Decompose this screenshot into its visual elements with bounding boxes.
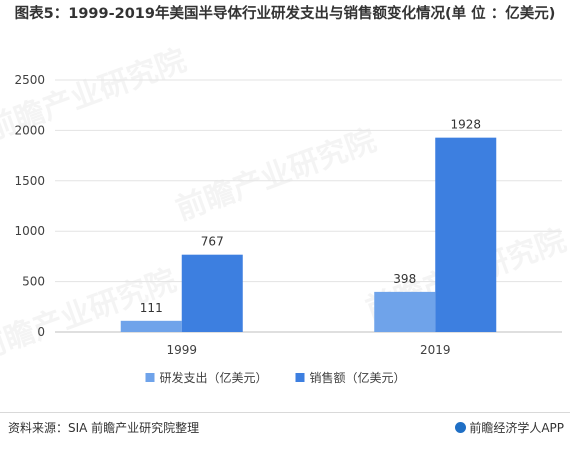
brand-label: 前瞻经济学人APP: [455, 419, 564, 436]
data-label: 1928: [450, 118, 481, 132]
bar: [435, 137, 497, 332]
x-tick-label: 1999: [166, 343, 197, 357]
legend-swatch: [295, 373, 305, 382]
x-axis-tick-labels: 1999 2019: [166, 343, 450, 357]
brand-name: 前瞻经济学人APP: [469, 421, 564, 435]
bars: [120, 137, 497, 332]
legend-swatch: [145, 373, 155, 382]
source-note: 资料来源：SIA 前瞻产业研究院整理: [8, 421, 200, 435]
legend: 研发支出（亿美元） 销售额（亿美元）: [145, 370, 406, 385]
y-tick-label: 1500: [14, 174, 45, 188]
bar-chart: 0 500 1000 1500 2000 2500 111 767 398 1928 1999 2…: [14, 73, 562, 385]
y-axis-tick-labels: 0 500 1000 1500 2000 2500: [14, 73, 45, 339]
legend-label: 研发支出（亿美元）: [160, 370, 268, 385]
y-tick-label: 1000: [14, 224, 45, 238]
y-tick-label: 2000: [14, 123, 45, 137]
data-labels: 111 767 398 1928: [140, 118, 481, 315]
brand-logo-icon: [455, 422, 467, 433]
data-label: 767: [201, 235, 224, 249]
bar: [181, 254, 243, 332]
bar: [374, 291, 436, 332]
chart-title: 图表5：1999-2019年美国半导体行业研发支出与销售额变化情况(单 位 ：亿…: [14, 6, 556, 22]
data-label: 111: [140, 301, 163, 315]
y-tick-label: 2500: [14, 73, 45, 87]
y-tick-label: 0: [37, 325, 45, 339]
x-tick-label: 2019: [420, 343, 451, 357]
y-tick-label: 500: [22, 275, 45, 289]
legend-label: 销售额（亿美元）: [310, 370, 406, 385]
data-label: 398: [393, 272, 416, 286]
bar: [120, 320, 182, 332]
footer-divider: [0, 412, 570, 413]
